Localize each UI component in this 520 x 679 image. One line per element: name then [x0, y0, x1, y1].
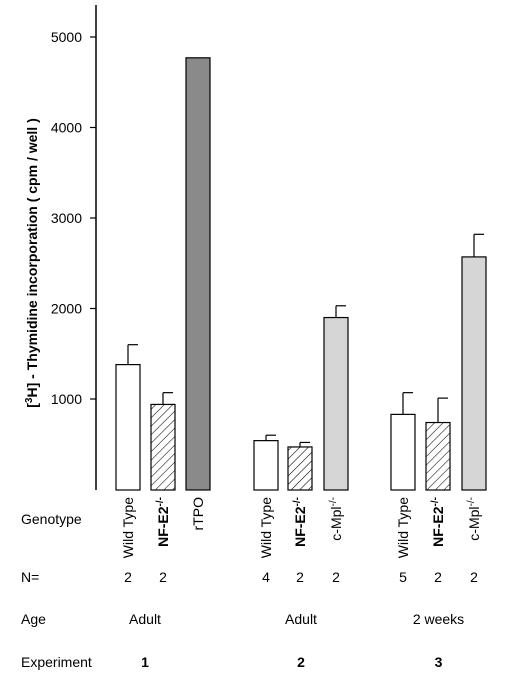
- experiment-value: 1: [141, 654, 149, 670]
- row-label-genotype: Genotype: [21, 511, 82, 527]
- n-value: 2: [159, 569, 167, 585]
- bar: [425, 421, 451, 491]
- n-value: 2: [124, 569, 132, 585]
- age-value: Adult: [285, 611, 317, 627]
- row-label-age: Age: [21, 611, 46, 627]
- genotype-label: NF-E2-/-: [430, 497, 446, 547]
- y-tick-label: 2000: [51, 301, 82, 317]
- n-value: 2: [332, 569, 340, 585]
- axes: 1000 2000 3000 4000 5000 [3H] - Thymidine inc…: [24, 5, 97, 490]
- bar: [323, 316, 349, 491]
- genotype-label: rTPO: [190, 497, 206, 531]
- genotype-label: NF-E2-/-: [155, 497, 171, 547]
- genotype-label: c-Mpl-/-: [466, 497, 482, 541]
- genotype-label: Wild Type: [120, 497, 136, 558]
- genotype-label: Wild Type: [258, 497, 274, 558]
- experiment-value: 2: [297, 654, 305, 670]
- genotype-label: Wild Type: [395, 497, 411, 558]
- age-value: Adult: [129, 611, 161, 627]
- n-value: 5: [399, 569, 407, 585]
- bars: [115, 57, 487, 491]
- n-value: 2: [296, 569, 304, 585]
- bar: [150, 403, 176, 491]
- n-value: 2: [434, 569, 442, 585]
- y-tick-label: 3000: [51, 210, 82, 226]
- y-tick-label: 1000: [51, 391, 82, 407]
- bar: [185, 57, 211, 491]
- genotype-label: NF-E2-/-: [292, 497, 308, 547]
- row-label-experiment: Experiment: [21, 654, 92, 670]
- genotype-label: c-Mpl-/-: [328, 497, 344, 541]
- y-axis-title: [3H] - Thymidine incorporation ( cpm / w…: [24, 118, 40, 407]
- bar: [253, 440, 279, 491]
- labels: Genotype N= Age Experiment Wild Type 2 NF-E2-/…: [21, 497, 482, 670]
- bar: [461, 256, 487, 491]
- age-value: 2 weeks: [413, 611, 464, 627]
- bar: [390, 413, 416, 491]
- bar: [115, 364, 141, 491]
- row-label-n: N=: [21, 569, 39, 585]
- experiment-value: 3: [435, 654, 443, 670]
- n-value: 2: [470, 569, 478, 585]
- n-value: 4: [262, 569, 270, 585]
- y-tick-label: 4000: [51, 120, 82, 136]
- y-tick-label: 5000: [51, 29, 82, 45]
- bar: [287, 446, 313, 491]
